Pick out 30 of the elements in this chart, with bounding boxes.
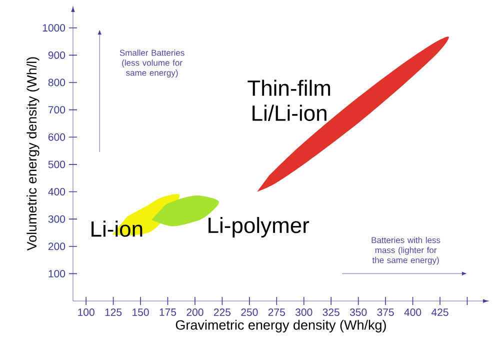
x-tick-label: 325 bbox=[322, 308, 340, 316]
x-tick-label: 400 bbox=[404, 308, 422, 316]
y-tick-label: 100 bbox=[48, 270, 66, 278]
x-tick-label: 300 bbox=[296, 308, 312, 316]
x-axis-title: Gravimetric energy density (Wh/kg) bbox=[176, 320, 386, 332]
y-tick-label: 800 bbox=[48, 78, 66, 86]
y-tick-label: 700 bbox=[48, 106, 66, 114]
x-tick-label: 175 bbox=[160, 308, 176, 316]
y-tick-label: 900 bbox=[48, 51, 66, 59]
x-tick-label: 100 bbox=[78, 308, 94, 316]
x-tick-label: 150 bbox=[132, 308, 149, 316]
x-tick-label: 275 bbox=[268, 308, 285, 316]
y-tick-label: 500 bbox=[48, 160, 66, 168]
series-label: Li-polymer bbox=[208, 216, 310, 238]
y-tick-label: 300 bbox=[48, 215, 66, 223]
y-tick-label: 1000 bbox=[42, 24, 66, 32]
x-tick-label: 200 bbox=[186, 308, 204, 316]
x-tick-label: 225 bbox=[214, 308, 231, 316]
annotation: Smaller Batteries (less volume for same energy) bbox=[120, 50, 184, 78]
x-tick-label: 350 bbox=[350, 308, 367, 316]
x-tick-label: 250 bbox=[241, 308, 258, 316]
x-tick-label: 375 bbox=[377, 308, 394, 316]
y-tick-label: 200 bbox=[48, 242, 66, 250]
series-label: Thin-film Li/Li-ion bbox=[248, 80, 330, 121]
x-tick-label: 125 bbox=[105, 308, 122, 316]
y-axis-title: Volumetric energy density (Wh/l) bbox=[26, 57, 40, 251]
y-tick-label: 400 bbox=[48, 188, 66, 196]
y-tick-label: 600 bbox=[48, 133, 66, 141]
x-tick-label: 425 bbox=[431, 308, 448, 316]
annotation: Batteries with less mass (lighter for the same energy) bbox=[372, 236, 440, 265]
